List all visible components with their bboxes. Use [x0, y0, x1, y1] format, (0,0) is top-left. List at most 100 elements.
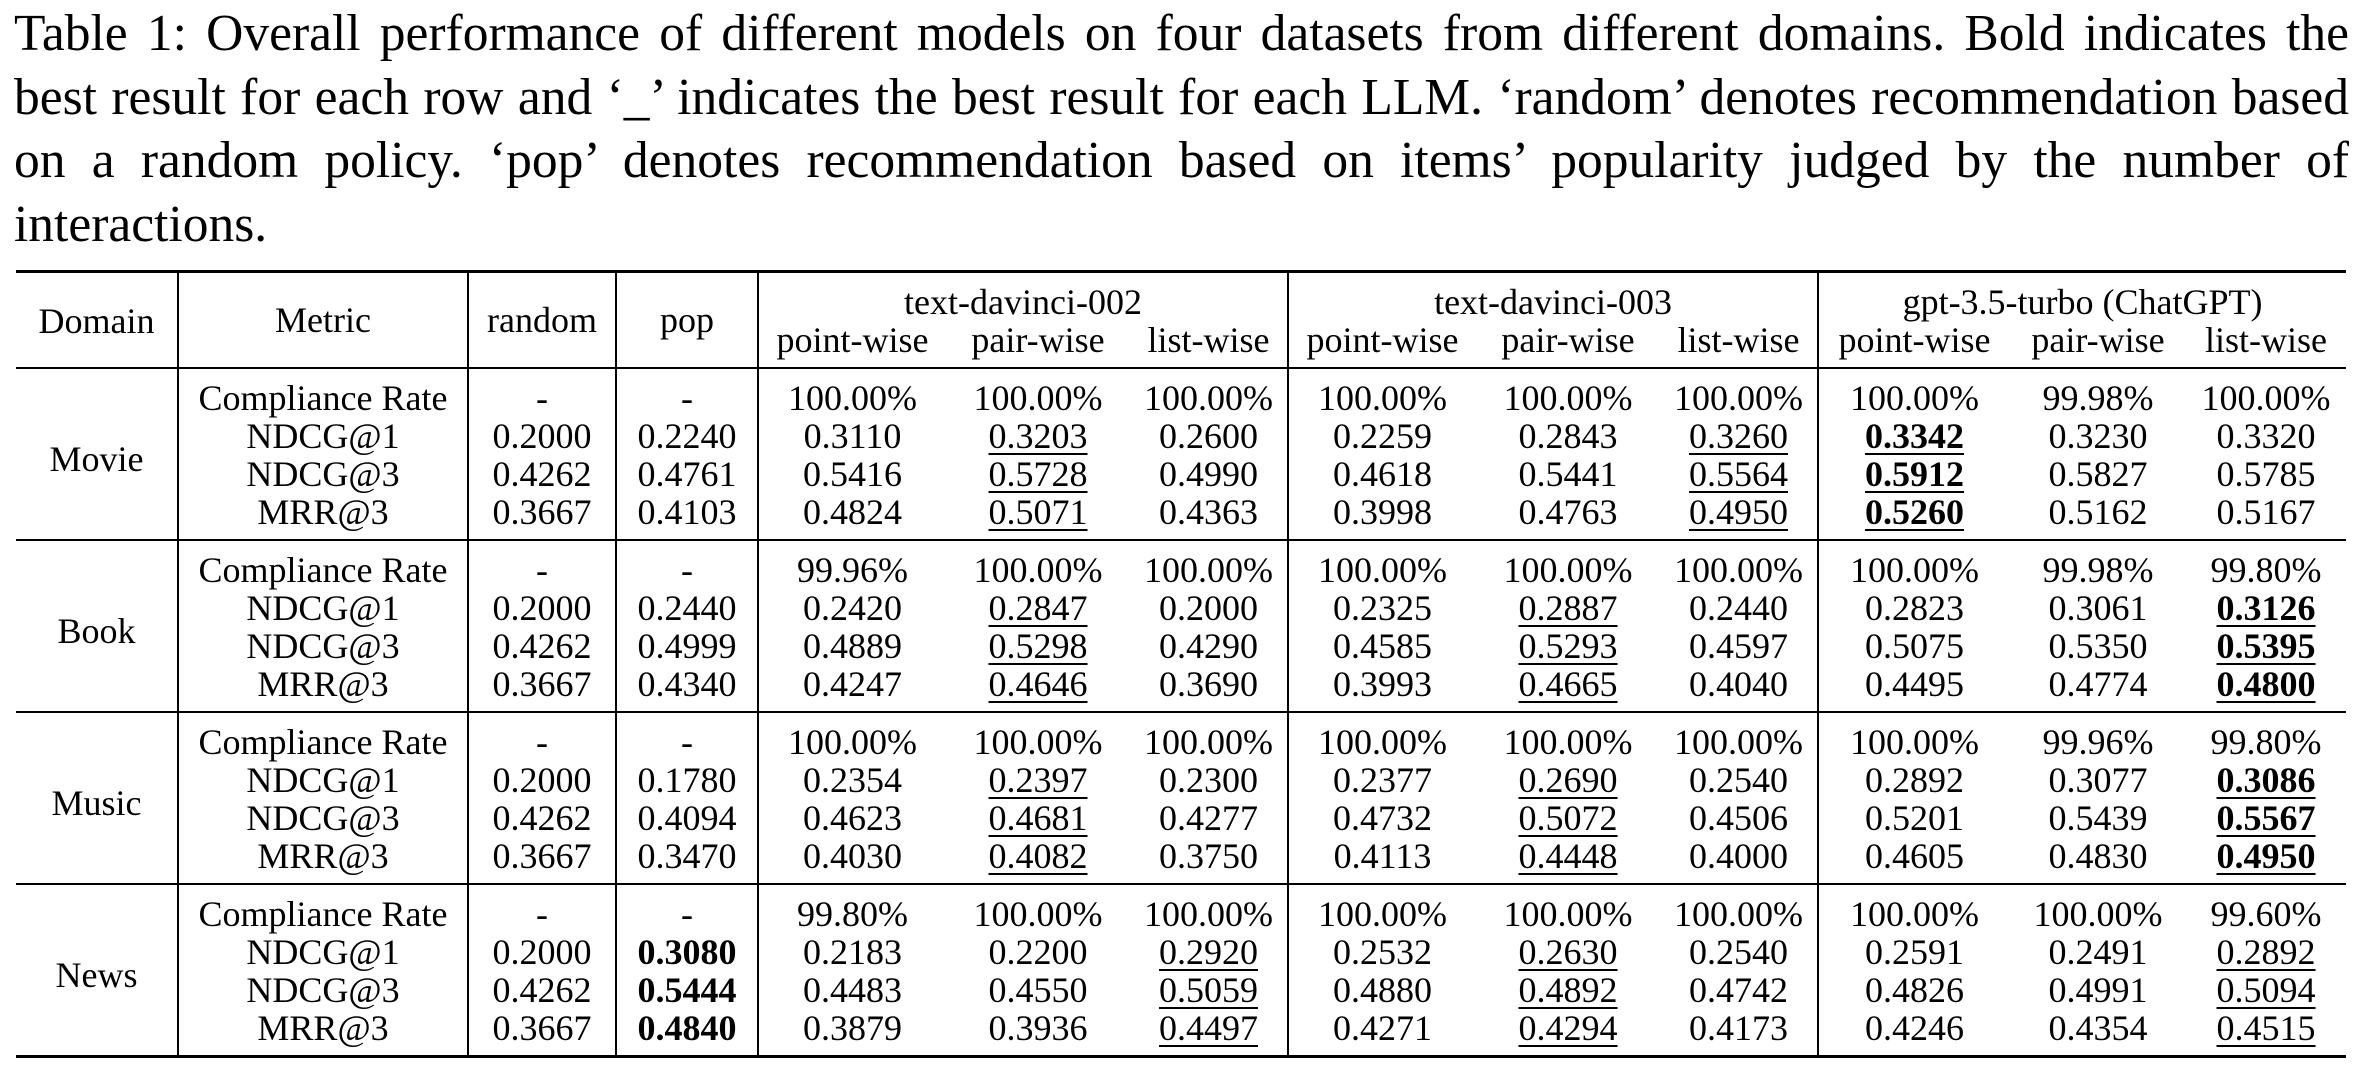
value-cell: 0.4646: [946, 665, 1130, 712]
value-text: 100.00%: [1850, 722, 1980, 762]
metric-label: MRR@3: [177, 493, 468, 540]
value-text: 0.3936: [988, 1008, 1088, 1048]
header-method: point-wise: [1817, 321, 2011, 368]
value-cell: 0.4774: [2010, 665, 2186, 712]
value-text: 0.4246: [1865, 1008, 1965, 1048]
value-text: 100.00%: [1674, 550, 1804, 590]
value-cell: 0.2440: [615, 589, 758, 627]
value-cell: 0.5444: [615, 971, 758, 1009]
value-cell: 0.3667: [467, 665, 616, 712]
value-cell: -: [615, 712, 758, 761]
value-text: 0.2892: [2216, 932, 2316, 972]
value-cell: 0.3936: [946, 1009, 1130, 1057]
value-text: 0.4040: [1689, 664, 1789, 704]
metric-label: NDCG@1: [177, 761, 468, 799]
value-cell: 0.1780: [615, 761, 758, 799]
value-cell: 0.4354: [2010, 1009, 2186, 1057]
value-text: 100.00%: [1144, 378, 1273, 418]
value-cell: 0.3320: [2186, 417, 2346, 455]
value-cell: 0.5298: [946, 627, 1130, 665]
value-cell: 0.2532: [1287, 933, 1477, 971]
value-text: 0.4830: [2048, 836, 2148, 876]
value-cell: 0.5567: [2186, 799, 2346, 837]
header-model-chatgpt: gpt-3.5-turbo (ChatGPT): [1817, 271, 2347, 321]
value-text: 0.4646: [988, 664, 1088, 704]
value-cell: -: [615, 368, 758, 417]
value-text: 0.4277: [1159, 798, 1258, 838]
value-text: 0.4262: [492, 454, 592, 494]
value-text: 0.3230: [2048, 416, 2148, 456]
value-text: 0.5293: [1518, 626, 1618, 666]
value-text: 0.2000: [492, 932, 592, 972]
value-cell: 0.3998: [1287, 493, 1477, 540]
value-cell: 0.3080: [615, 933, 758, 971]
value-cell: 100.00%: [1817, 712, 2011, 762]
value-text: 0.3320: [2216, 416, 2316, 456]
value-cell: 0.4991: [2010, 971, 2186, 1009]
value-text: 0.4763: [1518, 492, 1618, 532]
value-cell: 100.00%: [1476, 884, 1660, 933]
value-text: 100.00%: [1850, 894, 1980, 934]
value-cell: 0.4950: [2186, 837, 2346, 884]
value-cell: 0.3086: [2186, 761, 2346, 799]
value-text: 0.3879: [803, 1008, 902, 1048]
value-text: 0.5785: [2216, 454, 2316, 494]
value-cell: 0.4732: [1287, 799, 1477, 837]
value-cell: 100.00%: [1287, 712, 1477, 762]
value-cell: 0.4363: [1130, 493, 1288, 540]
header-method: pair-wise: [2031, 320, 2165, 360]
value-cell: 100.00%: [946, 368, 1130, 417]
value-text: 0.2920: [1159, 932, 1258, 972]
value-text: 0.4262: [492, 626, 592, 666]
value-text: 0.5094: [2216, 970, 2316, 1010]
value-text: 0.4623: [803, 798, 902, 838]
header-domain: Domain: [38, 301, 155, 341]
table-row: NDCG@3 0.4262 0.4094 0.4623 0.4681 0.4277 0.47…: [16, 799, 2346, 837]
value-cell: 100.00%: [1660, 884, 1818, 933]
value-text: 100.00%: [1318, 378, 1448, 418]
value-cell: 0.2397: [946, 761, 1130, 799]
value-text: 0.4550: [988, 970, 1088, 1010]
value-text: 0.4515: [2216, 1008, 2316, 1048]
value-cell: 0.2354: [757, 761, 946, 799]
value-cell: 0.5395: [2186, 627, 2346, 665]
value-text: 0.3667: [492, 836, 592, 876]
value-text: 0.4094: [637, 798, 737, 838]
value-text: 0.3690: [1159, 664, 1258, 704]
value-cell: 0.4550: [946, 971, 1130, 1009]
metric-label: NDCG@3: [177, 627, 468, 665]
value-text: 0.2000: [1159, 588, 1258, 628]
value-text: 0.4506: [1689, 798, 1789, 838]
value-text: 99.98%: [2042, 550, 2154, 590]
value-text: 100.00%: [788, 722, 917, 762]
value-cell: 99.98%: [2010, 368, 2186, 417]
value-text: 100.00%: [1318, 550, 1448, 590]
value-cell: 99.80%: [2186, 540, 2346, 589]
value-text: 100.00%: [1318, 722, 1448, 762]
value-cell: 0.4247: [757, 665, 946, 712]
value-text: 100.00%: [1318, 894, 1448, 934]
value-cell: 0.4742: [1660, 971, 1818, 1009]
value-text: 99.80%: [2210, 722, 2322, 762]
value-text: 0.3203: [988, 416, 1088, 456]
metric-label: NDCG@1: [177, 417, 468, 455]
table-row: NDCG@1 0.2000 0.2440 0.2420 0.2847 0.2000 0.23…: [16, 589, 2346, 627]
value-cell: 100.00%: [1287, 368, 1477, 418]
value-cell: 0.4763: [1476, 493, 1660, 540]
value-text: 0.4000: [1689, 836, 1789, 876]
value-text: 0.4290: [1159, 626, 1258, 666]
value-cell: 0.4999: [615, 627, 758, 665]
value-text: 0.4483: [803, 970, 902, 1010]
value-text: 0.2000: [492, 588, 592, 628]
table-row: MRR@3 0.3667 0.3470 0.4030 0.4082 0.3750 0.411…: [16, 837, 2346, 884]
value-text: 0.4950: [1689, 492, 1789, 532]
value-text: 0.4618: [1333, 454, 1433, 494]
value-cell: 0.3750: [1130, 837, 1288, 884]
value-text: 0.2440: [1689, 588, 1789, 628]
value-cell: 0.2183: [757, 933, 946, 971]
value-cell: 100.00%: [1660, 368, 1818, 417]
value-text: -: [681, 894, 693, 934]
value-cell: 0.5075: [1817, 627, 2011, 665]
value-cell: 0.4262: [467, 626, 616, 666]
value-cell: 0.2000: [467, 761, 616, 799]
